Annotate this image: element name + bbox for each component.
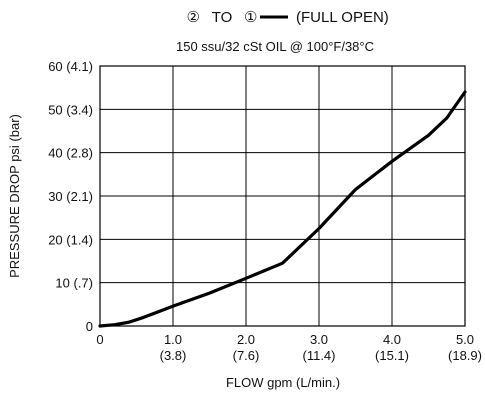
x-tick-label: 4.0	[383, 332, 401, 347]
x-tick-sublabel: (18.9)	[448, 348, 482, 363]
title-to-word: TO	[212, 9, 233, 26]
x-tick-label: 1.0	[164, 332, 182, 347]
y-tick-label: 60 (4.1)	[48, 59, 93, 74]
x-tick-label: 5.0	[456, 332, 474, 347]
chart-grid	[100, 66, 465, 326]
x-tick-label: 0	[96, 332, 103, 347]
y-tick-label: 40 (2.8)	[48, 146, 93, 161]
title-condition: (FULL OPEN)	[296, 9, 389, 26]
pressure-drop-curve	[98, 90, 467, 328]
chart-series	[98, 90, 467, 328]
x-tick-sublabel: (11.4)	[303, 348, 336, 363]
x-tick-label: 2.0	[237, 332, 255, 347]
x-tick-label: 3.0	[310, 332, 328, 347]
y-axis-ticks: 0 10 (.7) 20 (1.4) 30 (2.1) 40 (2.8) 50 (3.4)…	[48, 59, 93, 334]
x-tick-sublabel: (3.8)	[160, 348, 187, 363]
x-axis-ticks: 0 1.0(3.8) 2.0(7.6) 3.0(11.4) 4.0(15.1) 5.0(1…	[96, 332, 482, 363]
x-axis-label: FLOW gpm (L/min.)	[226, 375, 340, 390]
y-tick-label: 0	[86, 319, 93, 334]
x-tick-sublabel: (7.6)	[233, 348, 260, 363]
x-tick-sublabel: (15.1)	[375, 348, 409, 363]
chart-subtitle: 150 ssu/32 cSt OIL @ 100°F/38°C	[176, 39, 374, 54]
title-to-port: ①	[244, 9, 257, 26]
y-tick-label: 20 (1.4)	[48, 232, 93, 247]
y-axis-label: PRESSURE DROP psi (bar)	[7, 114, 22, 278]
title-from-port: ②	[187, 9, 200, 26]
plot-frame	[99, 65, 466, 327]
y-tick-label: 30 (2.1)	[48, 189, 93, 204]
y-tick-label: 50 (3.4)	[48, 102, 93, 117]
y-tick-label: 10 (.7)	[55, 276, 93, 291]
chart-title: ② TO ① (FULL OPEN)	[187, 9, 389, 26]
